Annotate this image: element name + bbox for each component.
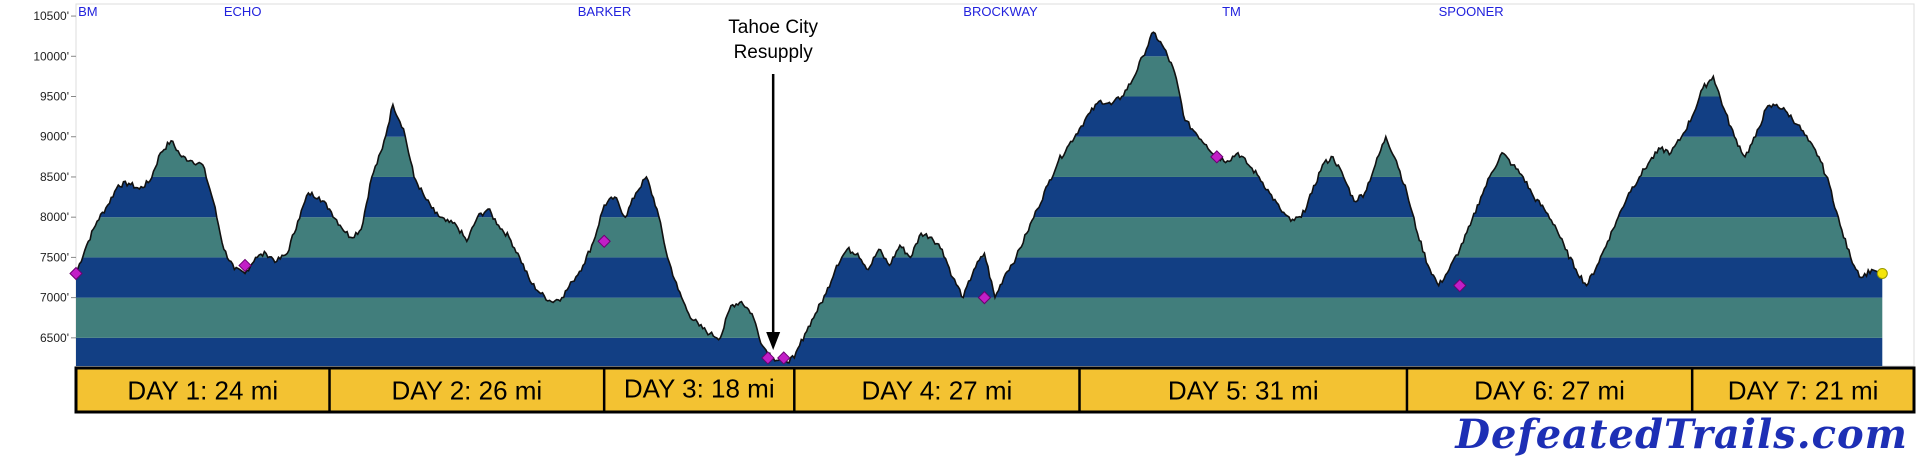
- day-segment-label: DAY 4: 27 mi: [862, 375, 1013, 405]
- waypoint-marker: [1210, 150, 1224, 164]
- waypoint-marker: [69, 266, 83, 281]
- place-label: SPOONER: [1439, 4, 1504, 19]
- day-segment-label: DAY 6: 27 mi: [1474, 375, 1625, 405]
- waypoint-marker: [1453, 278, 1467, 293]
- day-segments-bar: DAY 1: 24 mi DAY 2: 26 mi DAY 3: 18 mi DAY …: [74, 366, 1916, 414]
- waypoint-markers: [69, 150, 1888, 365]
- waypoint-marker: [597, 234, 611, 249]
- y-tick-label: 10000': [33, 49, 69, 63]
- y-tick-label: 7000': [40, 291, 69, 305]
- place-label: BARKER: [578, 4, 631, 19]
- day-bar-background: [74, 366, 1916, 414]
- resupply-annotation: Tahoe City Resupply: [728, 17, 819, 350]
- day-segment-label: DAY 5: 31 mi: [1168, 375, 1319, 405]
- place-labels: BM ECHO BARKER BROCKWAY TM SPOONER: [78, 4, 1504, 19]
- annotation-line-1: Tahoe City: [728, 17, 818, 38]
- day-segment-label: DAY 3: 18 mi: [624, 374, 775, 404]
- elevation-profile-line: [75, 31, 1883, 364]
- annotation-arrowhead: [766, 332, 781, 350]
- day-segment-label: DAY 1: 24 mi: [127, 375, 278, 405]
- place-label: BM: [78, 4, 98, 19]
- waypoint-marker: [977, 290, 992, 305]
- y-tick-label: 8000': [40, 210, 69, 224]
- elevation-band: [76, 297, 1883, 338]
- place-label: TM: [1222, 4, 1241, 19]
- waypoint-marker: [238, 258, 252, 273]
- elevation-band: [76, 337, 1883, 366]
- y-tick-label: 7500': [40, 250, 69, 264]
- y-tick-label: 9000': [40, 130, 69, 144]
- place-label: ECHO: [224, 4, 262, 19]
- end-marker: [1876, 267, 1888, 279]
- waypoint-marker: [761, 351, 775, 365]
- day-segment-label: DAY 7: 21 mi: [1728, 375, 1879, 405]
- y-axis: 6500' 7000' 7500' 8000' 8500' 9000' 9500' 10000…: [33, 9, 76, 345]
- day-segment-label: DAY 2: 26 mi: [391, 375, 542, 405]
- y-tick-label: 10500': [33, 9, 69, 23]
- brand-logo-text: DefeatedTrails.com: [1454, 411, 1908, 456]
- y-tick-label: 8500': [40, 170, 69, 184]
- place-label: BROCKWAY: [963, 4, 1038, 19]
- y-tick-label: 6500': [40, 331, 69, 345]
- y-tick-label: 9500': [40, 90, 69, 104]
- waypoint-marker: [777, 351, 791, 365]
- annotation-line-2: Resupply: [734, 42, 814, 63]
